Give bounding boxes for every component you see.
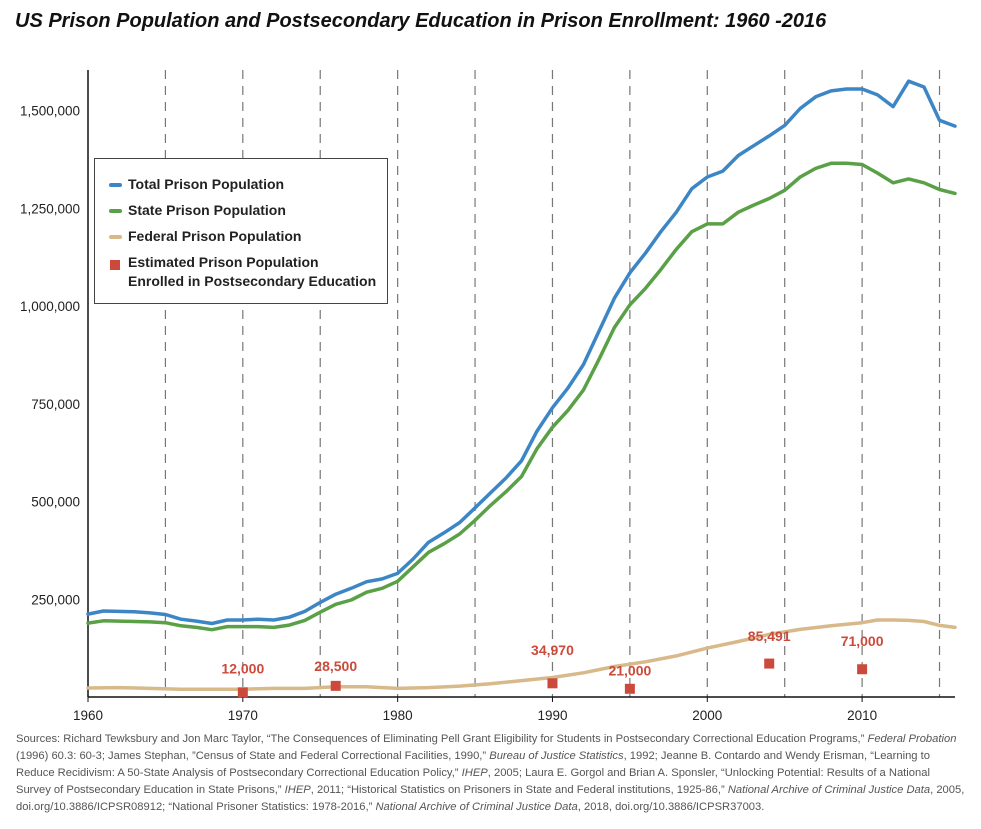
enrollment-label-1970: 12,000 [221,661,264,677]
chart-legend: Total Prison Population State Prison Pop… [94,158,388,304]
x-tick-label: 1990 [537,708,567,720]
sources-segment: , 2005; Laura E. Gorgol and Brian A. Spo… [16,767,930,796]
sources-segment: Sources: Richard Tewksbury and Jon Marc … [16,733,868,745]
x-tick-label: 1980 [383,708,413,720]
series-line-state [86,161,957,632]
enrollment-marker-1990 [547,678,558,689]
legend-swatch-federal [109,235,122,239]
sources-segment: , 2018, doi.org/10.3886/ICPSR37003. [577,801,765,813]
legend-swatch-enrolled [110,260,120,270]
chart-plot: 250,000 500,000 750,000 1,000,000 1,250,000 1… [20,70,957,720]
x-tick-label: 1970 [228,708,258,720]
legend-label-state: State Prison Population [128,202,286,218]
enrollment-label-1995: 21,000 [608,662,651,678]
sources-segment: (1996) 60.3: 60-3; James Stephan, ”Censu… [16,750,490,762]
y-tick-label: 1,000,000 [20,299,80,314]
sources-note: Sources: Richard Tewksbury and Jon Marc … [16,731,966,816]
y-tick-label: 1,250,000 [20,201,80,216]
enrollment-marker-2004 [764,658,775,669]
sources-segment: Bureau of Justice Statistics [489,750,624,762]
legend-label-enrolled: Estimated Prison Population Enrolled in … [128,254,377,289]
series-line-total [86,79,957,626]
enrollment-marker-1976 [330,680,341,691]
sources-segment: IHEP [284,784,311,796]
sources-segment: National Archive of Criminal Justice Dat… [727,784,931,796]
chart-title: US Prison Population and Postsecondary E… [15,10,827,32]
y-tick-label: 250,000 [31,592,80,607]
sources-segment: National Archive of Criminal Justice Dat… [375,801,578,813]
enrollment-marker-1995 [624,683,635,694]
enrollment-label-1976: 28,500 [314,658,357,674]
enrollment-marker-2010 [857,664,868,675]
series-line-federal [86,618,957,691]
legend-label-federal: Federal Prison Population [128,228,302,244]
x-tick-label: 1960 [73,708,103,720]
legend-swatch-state [109,209,122,213]
enrollment-marker-1970 [237,687,248,698]
enrollment-label-2010: 71,000 [841,633,884,649]
x-tick-label: 2010 [847,708,877,720]
sources-segment: IHEP [461,767,488,779]
y-tick-label: 1,500,000 [20,104,80,119]
y-tick-label: 750,000 [31,397,80,412]
y-tick-label: 500,000 [31,495,80,510]
enrollment-label-2004: 85,491 [748,628,791,644]
sources-segment: , 2011; “Historical Statistics on Prison… [310,784,728,796]
sources-segment: Federal Probation [867,733,957,745]
enrollment-label-1990: 34,970 [531,642,574,658]
sources-segment: , 1992; Jeanne B. Contardo and Wendy Eri… [16,750,930,779]
x-tick-label: 2000 [692,708,722,720]
legend-swatch-total [109,183,122,187]
sources-segment: , 2005, doi.org/10.3886/ICPSR08912; “Nat… [16,784,965,813]
legend-label-total: Total Prison Population [128,176,285,192]
